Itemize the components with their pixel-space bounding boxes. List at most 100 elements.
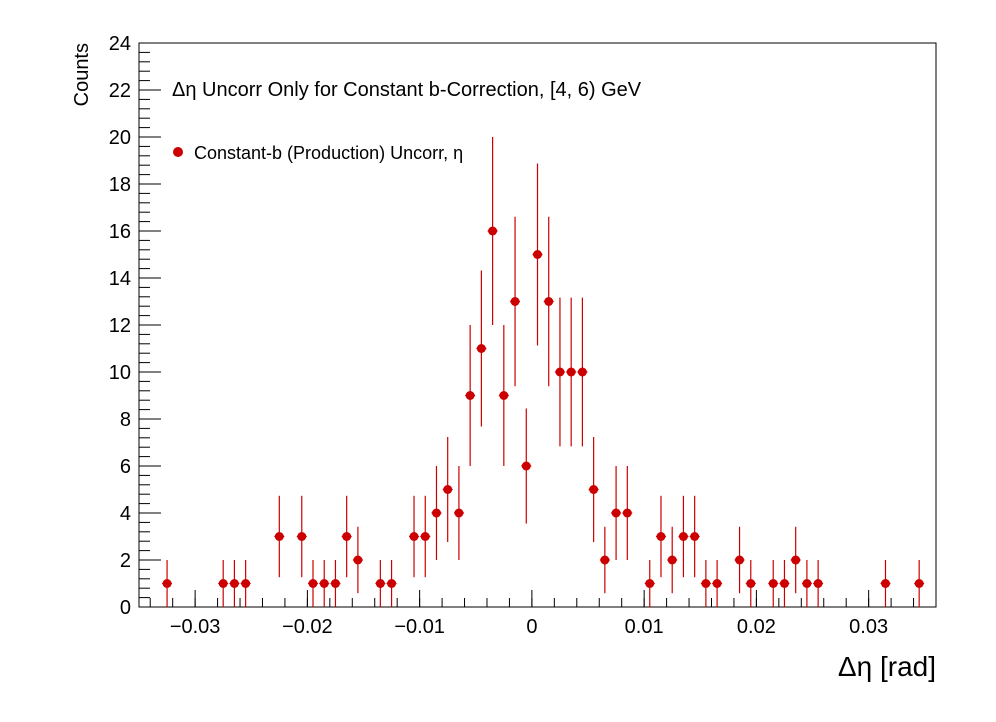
x-tick-label: −0.01 — [394, 616, 445, 638]
point-marker — [701, 579, 711, 588]
data-point — [689, 495, 700, 578]
y-tick-label: 16 — [109, 221, 131, 243]
x-tick-label: 0.01 — [625, 616, 664, 638]
point-marker — [308, 579, 318, 588]
data-point — [420, 495, 431, 578]
point-marker — [690, 532, 700, 541]
data-point — [622, 466, 633, 560]
point-marker — [533, 250, 542, 259]
data-point — [588, 436, 599, 543]
point-marker — [488, 226, 498, 236]
point-marker — [218, 579, 228, 588]
data-point — [218, 560, 229, 607]
point-marker — [600, 555, 610, 565]
data-point — [465, 325, 476, 466]
data-point — [768, 560, 779, 607]
point-marker — [319, 579, 329, 588]
data-point — [375, 560, 386, 607]
point-marker — [813, 579, 823, 588]
data-point — [667, 526, 678, 594]
data-point — [712, 560, 723, 607]
y-axis-label: Counts — [71, 43, 93, 106]
point-marker — [431, 508, 441, 518]
point-marker — [735, 555, 745, 565]
point-marker — [656, 532, 666, 541]
legend-entry: Constant-b (Production) Uncorr, η — [194, 143, 463, 163]
x-tick-label: 0.03 — [849, 616, 888, 638]
point-marker — [229, 579, 239, 588]
y-tick-label: 10 — [109, 362, 131, 384]
data-point — [779, 560, 790, 607]
y-tick-label: 6 — [120, 456, 131, 478]
data-point — [453, 466, 464, 560]
point-marker — [454, 508, 464, 518]
data-point — [510, 216, 521, 387]
data-point — [487, 137, 498, 325]
y-tick-label: 4 — [120, 503, 131, 525]
data-point — [543, 216, 554, 387]
point-marker — [880, 579, 890, 588]
point-marker — [420, 532, 430, 541]
point-marker — [162, 579, 172, 588]
point-marker — [802, 579, 812, 588]
point-marker — [645, 579, 655, 588]
point-marker — [510, 297, 520, 306]
data-point — [813, 560, 824, 607]
point-marker — [375, 579, 385, 588]
data-point — [599, 526, 610, 594]
point-marker — [353, 555, 363, 565]
data-point — [611, 466, 622, 560]
point-marker — [476, 344, 486, 353]
data-point — [644, 560, 655, 607]
point-marker — [678, 532, 688, 541]
point-marker — [791, 555, 801, 565]
y-tick-label: 8 — [120, 409, 131, 431]
data-point — [330, 560, 341, 607]
y-tick-label: 20 — [109, 127, 131, 149]
x-axis-ticks: −0.03 −0.02 −0.01 0 0.01 0.02 0.03 — [149, 590, 937, 638]
data-point — [307, 560, 318, 607]
chart-title: Δη Uncorr Only for Constant b-Correction… — [172, 79, 642, 101]
data-point — [431, 466, 442, 560]
point-marker — [274, 532, 284, 541]
data-point — [296, 495, 307, 578]
data-point — [914, 560, 925, 607]
point-marker — [746, 579, 756, 588]
y-tick-label: 2 — [120, 550, 131, 572]
data-point — [162, 560, 173, 607]
point-marker — [521, 461, 531, 471]
data-point — [880, 560, 891, 607]
point-marker — [544, 297, 554, 306]
point-marker — [914, 579, 924, 588]
point-marker — [387, 579, 397, 588]
data-point — [745, 560, 756, 607]
data-point — [521, 408, 532, 524]
x-tick-label: −0.02 — [282, 616, 333, 638]
y-tick-label: 12 — [109, 315, 131, 337]
data-point — [498, 325, 509, 466]
data-point — [476, 270, 487, 427]
y-tick-label: 14 — [109, 268, 131, 290]
point-marker — [241, 579, 251, 588]
data-point — [274, 495, 285, 578]
point-marker — [342, 532, 352, 541]
point-marker — [768, 579, 778, 588]
x-tick-label: −0.03 — [170, 616, 221, 638]
point-marker — [577, 367, 587, 377]
x-tick-label: 0 — [526, 616, 537, 638]
point-marker — [330, 579, 340, 588]
point-marker — [465, 391, 475, 400]
data-point — [790, 526, 801, 594]
x-tick-label: 0.02 — [737, 616, 776, 638]
point-marker — [555, 367, 565, 377]
y-tick-label: 18 — [109, 174, 131, 196]
point-marker — [589, 485, 599, 494]
data-point — [442, 436, 453, 543]
y-tick-label: 22 — [109, 80, 131, 102]
data-point — [566, 297, 577, 447]
point-marker — [409, 532, 419, 541]
data-points — [162, 137, 925, 607]
y-tick-label: 24 — [109, 33, 131, 55]
